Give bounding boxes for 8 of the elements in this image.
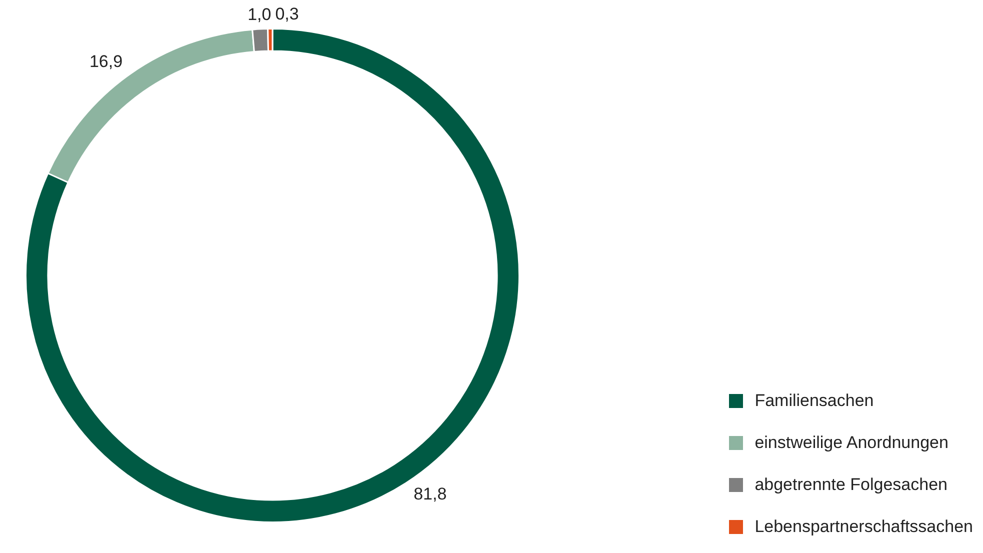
legend-label: einstweilige Anordnungen: [754, 433, 948, 453]
legend-label: abgetrennte Folgesachen: [754, 475, 948, 495]
data-label: 16,9: [89, 52, 123, 71]
data-label: 81,8: [414, 484, 447, 504]
data-label: 0,3: [275, 4, 299, 24]
data-label: 1,0: [248, 4, 272, 24]
legend-label: Familiensachen: [754, 391, 874, 411]
legend-label: Lebenspartnerschaftssachen: [754, 517, 973, 537]
